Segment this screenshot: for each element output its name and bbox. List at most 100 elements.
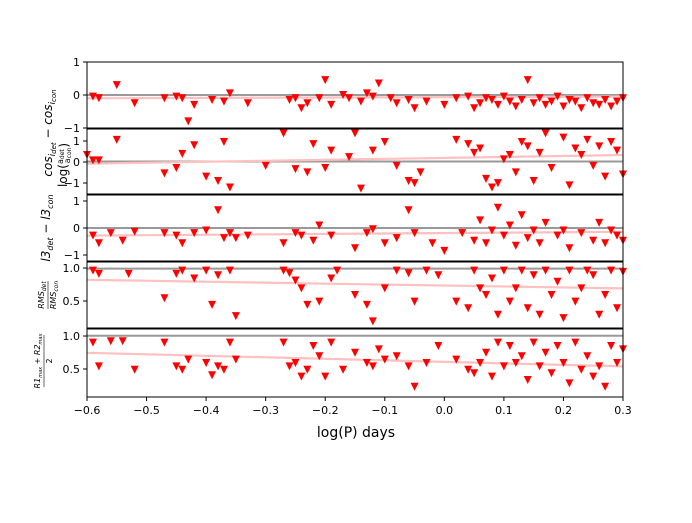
panel-5-point	[571, 338, 580, 347]
panel-5-point	[493, 338, 502, 347]
panel-4-point	[88, 266, 97, 275]
panel-5-point	[464, 365, 473, 374]
panel-1: 1 0 −1	[64, 56, 627, 135]
panel-4-point	[499, 266, 508, 275]
panel-3-ylabel: l3det − l3con	[39, 194, 55, 261]
panel-1-point	[297, 104, 306, 113]
panel-4-point	[172, 269, 181, 278]
panel-5-point	[517, 352, 526, 361]
panel-1-point	[356, 97, 365, 106]
panel-1-point	[208, 95, 217, 104]
panel-2-point	[493, 179, 502, 188]
panel-2-point	[202, 172, 211, 181]
x-tick-label: 0.3	[614, 404, 632, 417]
panel-2-point	[303, 168, 312, 177]
panel-1-point	[565, 95, 574, 104]
panel-3-point	[595, 218, 604, 227]
panel-5-ylabel: R1max + R2max 2	[33, 334, 54, 389]
panel-1-point	[225, 89, 234, 98]
panel-1-point	[184, 117, 193, 126]
panel-3-ytick-label: 1	[73, 195, 80, 208]
panel-3-point	[607, 226, 616, 235]
panel-3-point	[505, 221, 514, 230]
panel-1-point	[595, 100, 604, 109]
panel-2-point	[321, 164, 330, 172]
panel-5-point	[553, 342, 562, 350]
panel-1-point	[476, 99, 485, 108]
panel-1-point	[607, 102, 616, 111]
panel-1-point	[130, 99, 139, 108]
panel-1-point	[112, 81, 121, 90]
panel-1-ytick-label: 1	[73, 56, 80, 69]
panel-2-point	[416, 168, 425, 177]
panel-5-point	[118, 337, 127, 346]
panel-3-point	[231, 234, 240, 243]
panel-1-point	[386, 94, 395, 103]
panel-1-point	[362, 89, 371, 98]
panel-3-point	[565, 244, 574, 253]
panel-1-point	[291, 94, 300, 103]
panel-3-point	[178, 239, 187, 248]
panel-3-point	[315, 221, 324, 230]
panel-4-point	[225, 266, 234, 275]
panel-4-point	[571, 297, 580, 306]
panel-1-point	[404, 95, 413, 104]
panel-2-point	[112, 135, 121, 144]
panel-5-point	[529, 338, 538, 347]
panel-5-point	[589, 372, 598, 381]
panel-5-point	[285, 362, 294, 371]
x-tick-label: −0.4	[193, 404, 220, 417]
panel-4-point	[583, 266, 592, 275]
panel-1-point	[315, 94, 324, 103]
panel-3-point	[440, 246, 449, 255]
panel-5-ytick-label: 0.5	[63, 363, 81, 376]
panel-5-point	[470, 369, 479, 378]
panel-5-point	[214, 362, 223, 371]
panel-5-point	[422, 359, 431, 367]
x-tick-label: 0.0	[436, 404, 454, 417]
panel-1-point	[517, 95, 526, 104]
panel-2-point	[541, 129, 550, 138]
panel-2-point	[225, 183, 234, 192]
panel-5: 1.0 0.5	[63, 328, 627, 398]
panel-3-point	[219, 234, 228, 243]
x-tick-label: 0.2	[555, 404, 573, 417]
panel-4-point	[595, 310, 604, 319]
panel-2-point	[94, 156, 103, 165]
panel-1-point	[321, 76, 330, 85]
panel-2-point	[535, 148, 544, 157]
panel-2-point	[452, 135, 461, 144]
panel-2-point	[309, 140, 318, 149]
panel-5-point	[297, 372, 306, 381]
panel-3-ytick-label: 0	[73, 222, 80, 235]
panel-4-point	[541, 266, 550, 275]
panel-5-point	[231, 355, 240, 364]
panel-4-point	[482, 291, 491, 299]
panel-2: 1 0 −1	[64, 128, 627, 195]
panel-4-point	[208, 300, 217, 309]
panel-4-ylabel: RMSdet RMScon	[37, 281, 60, 310]
panel-4-point	[607, 266, 616, 275]
panel-1-point	[613, 97, 622, 106]
panel-4-point	[410, 297, 419, 306]
panel-5-point	[452, 355, 461, 364]
panel-5-point	[327, 338, 336, 347]
panel-3-point	[362, 229, 371, 238]
panel-4-point	[291, 276, 300, 285]
panel-5-point	[482, 348, 491, 357]
panel-1-fit-line	[86, 95, 624, 100]
panel-4-fit-line	[86, 278, 624, 290]
panel-5-point	[225, 338, 234, 347]
panel-1-point	[219, 97, 228, 106]
panel-3-point	[392, 234, 401, 243]
panel-1-point	[172, 92, 181, 101]
panel-3-ytick-label: −1	[64, 249, 80, 262]
panel-4-point	[470, 266, 479, 275]
panel-5-point	[487, 372, 496, 381]
panel-5-point	[279, 338, 288, 347]
panel-3-point	[118, 236, 127, 245]
panel-5-point	[523, 376, 532, 384]
panel-2-point	[380, 138, 389, 146]
panel-2-point	[613, 146, 622, 155]
